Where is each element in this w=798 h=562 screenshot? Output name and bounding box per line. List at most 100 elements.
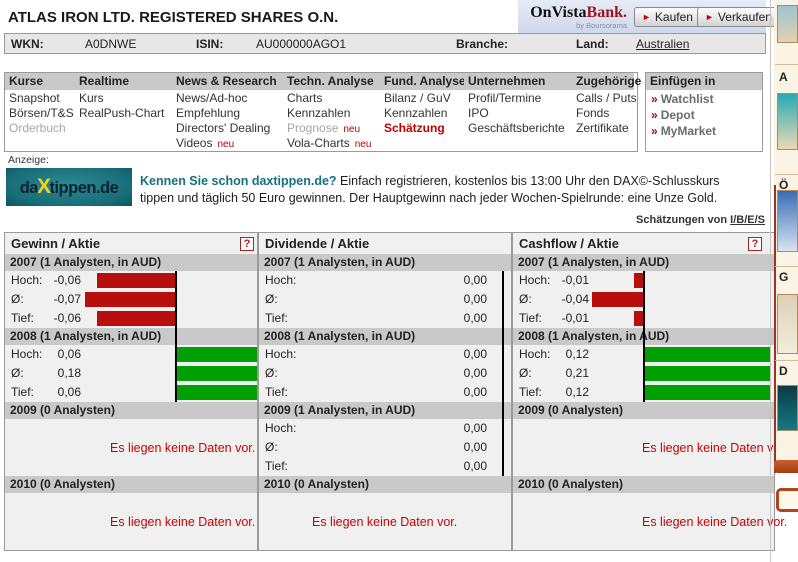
nav-item-label: Orderbuch — [9, 121, 66, 135]
kaufen-button-label: Kaufen — [654, 10, 693, 24]
nav-item-news-ad-hoc[interactable]: News/Ad-hoc — [172, 90, 283, 105]
row-label: Tief: — [265, 385, 288, 399]
section-body: Es liegen keine Daten vor. — [5, 419, 257, 476]
nav-item-sch-tzung[interactable]: Schätzung — [380, 120, 464, 135]
row-label: Hoch: — [11, 273, 43, 287]
zero-axis-line — [175, 271, 177, 402]
chevron-icon: » — [651, 124, 658, 138]
nav-item-calls-puts[interactable]: Calls / Puts — [572, 90, 637, 105]
nav-item-b-rsen-t-s[interactable]: Börsen/T&S — [5, 105, 75, 120]
land-value-link[interactable]: Australien — [636, 37, 690, 51]
estimate-row: Tief: 0,00 — [259, 383, 511, 402]
sidebar-thumbnail-image[interactable] — [777, 93, 798, 150]
nav-item-kennzahlen[interactable]: Kennzahlen — [380, 105, 464, 120]
nav-item-label: Schätzung — [384, 121, 445, 135]
insert-item-label: Depot — [660, 108, 695, 122]
neu-badge: neu — [217, 139, 235, 150]
nav-item-zertifikate[interactable]: Zertifikate — [572, 120, 634, 135]
help-icon[interactable]: ? — [748, 236, 762, 251]
ibes-link[interactable]: I/B/E/S — [730, 214, 765, 226]
nav-item-label: Videos — [176, 136, 213, 150]
nav-item-ipo[interactable]: IPO — [464, 105, 572, 120]
nav-item-label: RealPush-Chart — [79, 106, 165, 120]
estimate-row: Ø: 0,00 — [259, 364, 511, 383]
nav-column-unternehmen: Unternehmen Profil/Termine IPO Geschäftsber… — [464, 73, 572, 151]
insert-item-label: MyMarket — [660, 124, 717, 138]
nav-item-label: Geschäftsberichte — [468, 121, 565, 135]
panel-body: 2007 (1 Analysten, in AUD) Hoch: -0,06 Ø: -0… — [5, 254, 257, 550]
sidebar-thumbnail-image[interactable] — [777, 190, 798, 252]
section-body: Hoch: -0,01 Ø: -0,04 Tief: -0,01 — [513, 271, 774, 328]
nav-item-videos[interactable]: Videos neu — [172, 135, 283, 150]
section-body: Hoch: 0,12 Ø: 0,21 Tief: 0,12 — [513, 345, 774, 402]
row-value: -0,01 — [561, 311, 589, 325]
sidebar-separator — [775, 266, 798, 267]
nav-item-label: Charts — [287, 91, 323, 105]
nav-item-bilanz-guv[interactable]: Bilanz / GuV — [380, 90, 464, 105]
kaufen-button[interactable]: ► Kaufen — [634, 7, 701, 27]
nav-item-gesch-ftsberichte[interactable]: Geschäftsberichte — [464, 120, 572, 135]
neu-badge: neu — [354, 139, 372, 150]
row-label: Ø: — [519, 292, 532, 306]
no-data-text: Es liegen keine Daten vor. — [642, 514, 788, 529]
section-body: Hoch: 0,00 Ø: 0,00 Tief: 0,00 — [259, 419, 511, 476]
sidebar-thumbnail-image[interactable] — [777, 294, 798, 354]
onvista-bank-logo: OnVistaBank. by Boursorama — [527, 5, 627, 30]
row-value: 0,12 — [565, 385, 589, 399]
sidebar-thumbnail-image[interactable] — [777, 385, 798, 431]
panel-title-row: Cashflow / Aktie? — [513, 233, 774, 254]
section-body: Hoch: 0,06 Ø: 0,18 Tief: 0,06 — [5, 345, 257, 402]
nav-column-header: Zugehörige — [572, 73, 641, 90]
value-bar — [97, 273, 175, 288]
sidebar-thumbnail-image[interactable] — [777, 5, 798, 43]
insert-item-depot[interactable]: » Depot — [646, 106, 762, 122]
nav-item-vola-charts[interactable]: Vola-Charts neu — [283, 135, 380, 150]
daxtippen-logo[interactable]: daXtippen.de — [6, 168, 132, 206]
sidebar-separator — [775, 174, 798, 175]
nav-item-kennzahlen[interactable]: Kennzahlen — [283, 105, 380, 120]
nav-item-fonds[interactable]: Fonds — [572, 105, 634, 120]
row-value: -0,04 — [561, 292, 589, 306]
estimate-row: Tief: -0,01 — [513, 309, 774, 328]
sidebar-widget-border — [774, 185, 776, 473]
nav-item-realpush-chart[interactable]: RealPush-Chart — [75, 105, 172, 120]
verkaufen-button[interactable]: ► Verkaufen — [697, 7, 780, 27]
logo-byline: by Boursorama — [576, 21, 627, 30]
wkn-label: WKN: — [11, 37, 44, 51]
play-icon: ► — [705, 12, 714, 22]
sidebar-separator — [775, 360, 798, 361]
no-data-text: Es liegen keine Daten vor. — [110, 514, 256, 529]
nav-item-directors-dealing[interactable]: Directors' Dealing — [172, 120, 283, 135]
estimate-row: Tief: -0,06 — [5, 309, 257, 328]
nav-item-snapshot[interactable]: Snapshot — [5, 90, 75, 105]
estimate-row: Ø: 0,21 — [513, 364, 774, 383]
nav-item-empfehlung[interactable]: Empfehlung — [172, 105, 283, 120]
insert-item-mymarket[interactable]: » MyMarket — [646, 122, 762, 138]
row-label: Hoch: — [519, 273, 551, 287]
section-header: 2009 (0 Analysten) — [5, 402, 257, 419]
daxtippen-logo-text: daXtippen.de — [19, 175, 119, 198]
ad-text[interactable]: Kennen Sie schon daxtippen.de? Einfach r… — [140, 173, 740, 206]
value-bar — [175, 347, 257, 362]
nav-item-kurs[interactable]: Kurs — [75, 90, 172, 105]
row-label: Tief: — [519, 311, 542, 325]
right-sidebar-fragment: A Ö G D — [774, 0, 798, 473]
estimate-row: Ø: -0,07 — [5, 290, 257, 309]
insert-item-watchlist[interactable]: » Watchlist — [646, 90, 762, 106]
nav-item-prognose[interactable]: Prognose neu — [283, 120, 380, 135]
nav-item-orderbuch[interactable]: Orderbuch — [5, 120, 75, 135]
chevron-icon: » — [651, 92, 658, 106]
estimate-panel-cashflow-aktie: Cashflow / Aktie? 2007 (1 Analysten, in A… — [512, 232, 787, 551]
help-icon[interactable]: ? — [240, 236, 254, 251]
section-header: 2009 (0 Analysten) — [513, 402, 774, 419]
nav-item-charts[interactable]: Charts — [283, 90, 380, 105]
nav-item-label: Börsen/T&S — [9, 106, 74, 120]
panel-title-row: Gewinn / Aktie? — [5, 233, 257, 254]
sidebar-box-bottom-bar — [774, 460, 798, 473]
nav-item-profil-termine[interactable]: Profil/Termine — [464, 90, 572, 105]
nav-column-header: News & Research — [172, 73, 283, 90]
row-label: Tief: — [265, 459, 288, 473]
value-bar — [85, 292, 175, 307]
ad-line1: Einfach registrieren, kostenlos bis 13:0… — [336, 174, 720, 188]
section-header: 2007 (1 Analysten, in AUD) — [259, 254, 511, 271]
